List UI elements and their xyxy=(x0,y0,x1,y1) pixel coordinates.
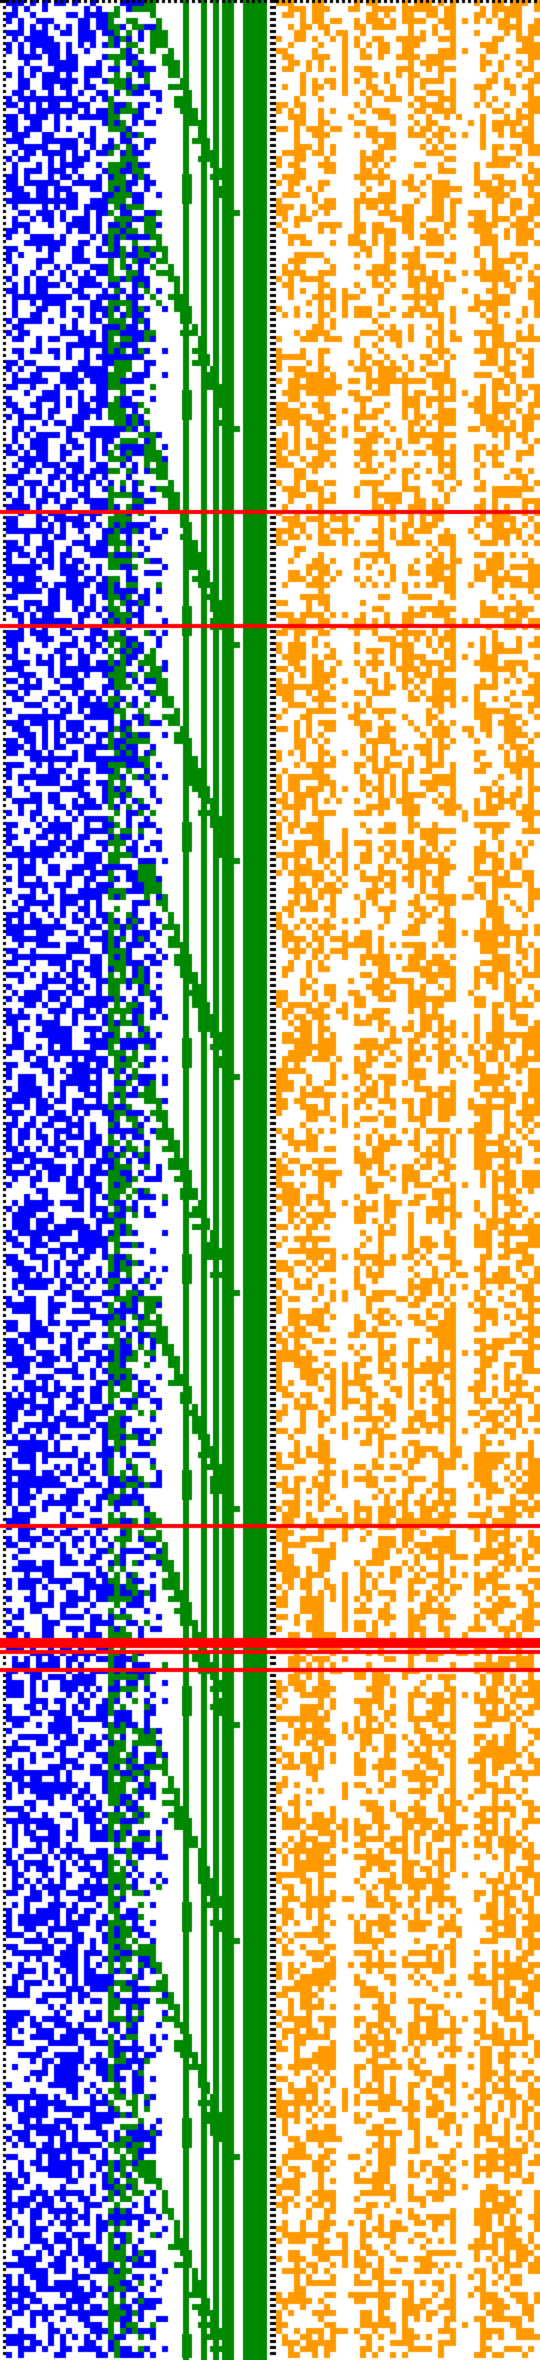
occupancy-heatmap xyxy=(0,0,540,2360)
